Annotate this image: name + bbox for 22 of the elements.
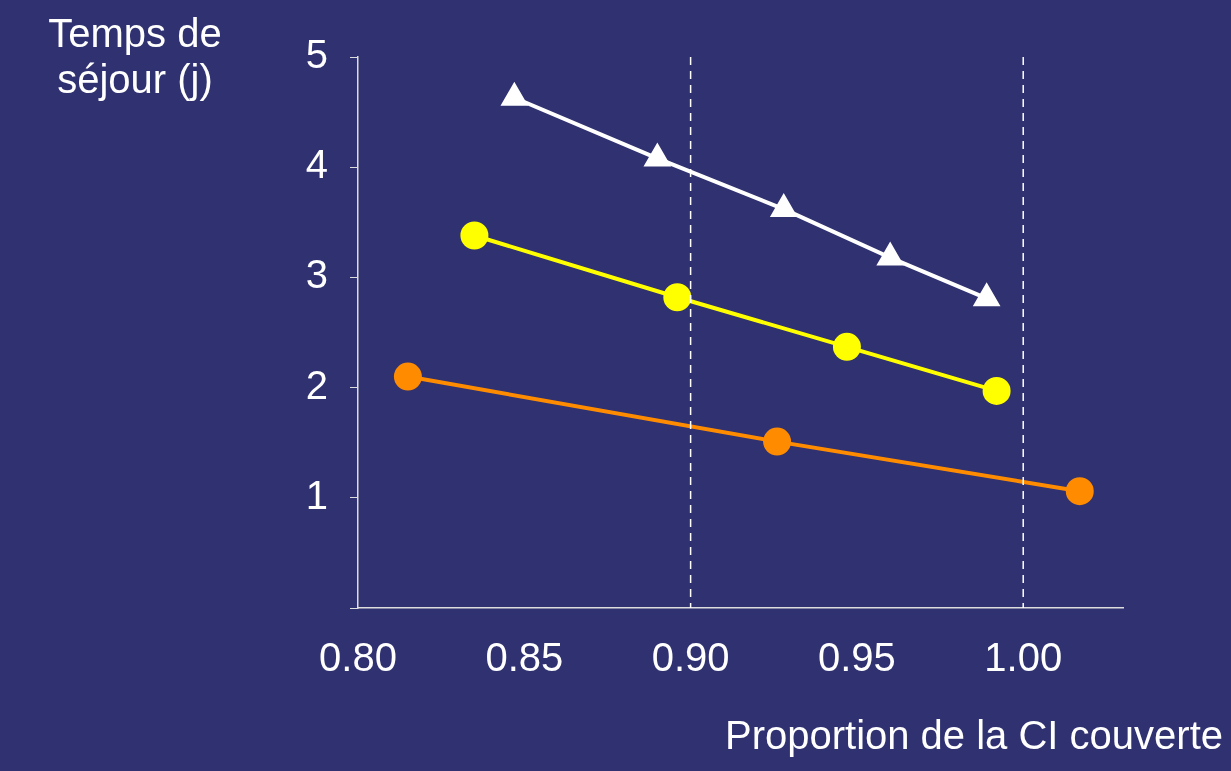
x-tick-label: 0.80 [319,635,397,680]
point [763,427,792,456]
point [663,283,692,312]
y-tick-label: 5 [305,32,328,77]
x-axis-title: Proportion de la CI couverte [724,712,1223,758]
y-tick-label: 3 [305,252,328,297]
point [832,332,861,361]
point [982,376,1011,405]
x-tick-label: 1.00 [984,635,1063,680]
y-axis-title: Temps de séjour (j) [47,10,223,102]
point [1065,477,1094,506]
point [644,144,670,167]
y-tick-label: 2 [305,362,328,407]
point [500,81,528,106]
y-tick-label: 4 [305,142,328,187]
point [393,362,422,391]
point [771,195,797,218]
y-tick-label: 1 [305,472,328,517]
x-tick-label: 0.85 [485,635,564,680]
x-tick-label: 0.90 [651,635,730,680]
x-tick-label: 0.95 [817,635,896,680]
point [974,284,1000,307]
